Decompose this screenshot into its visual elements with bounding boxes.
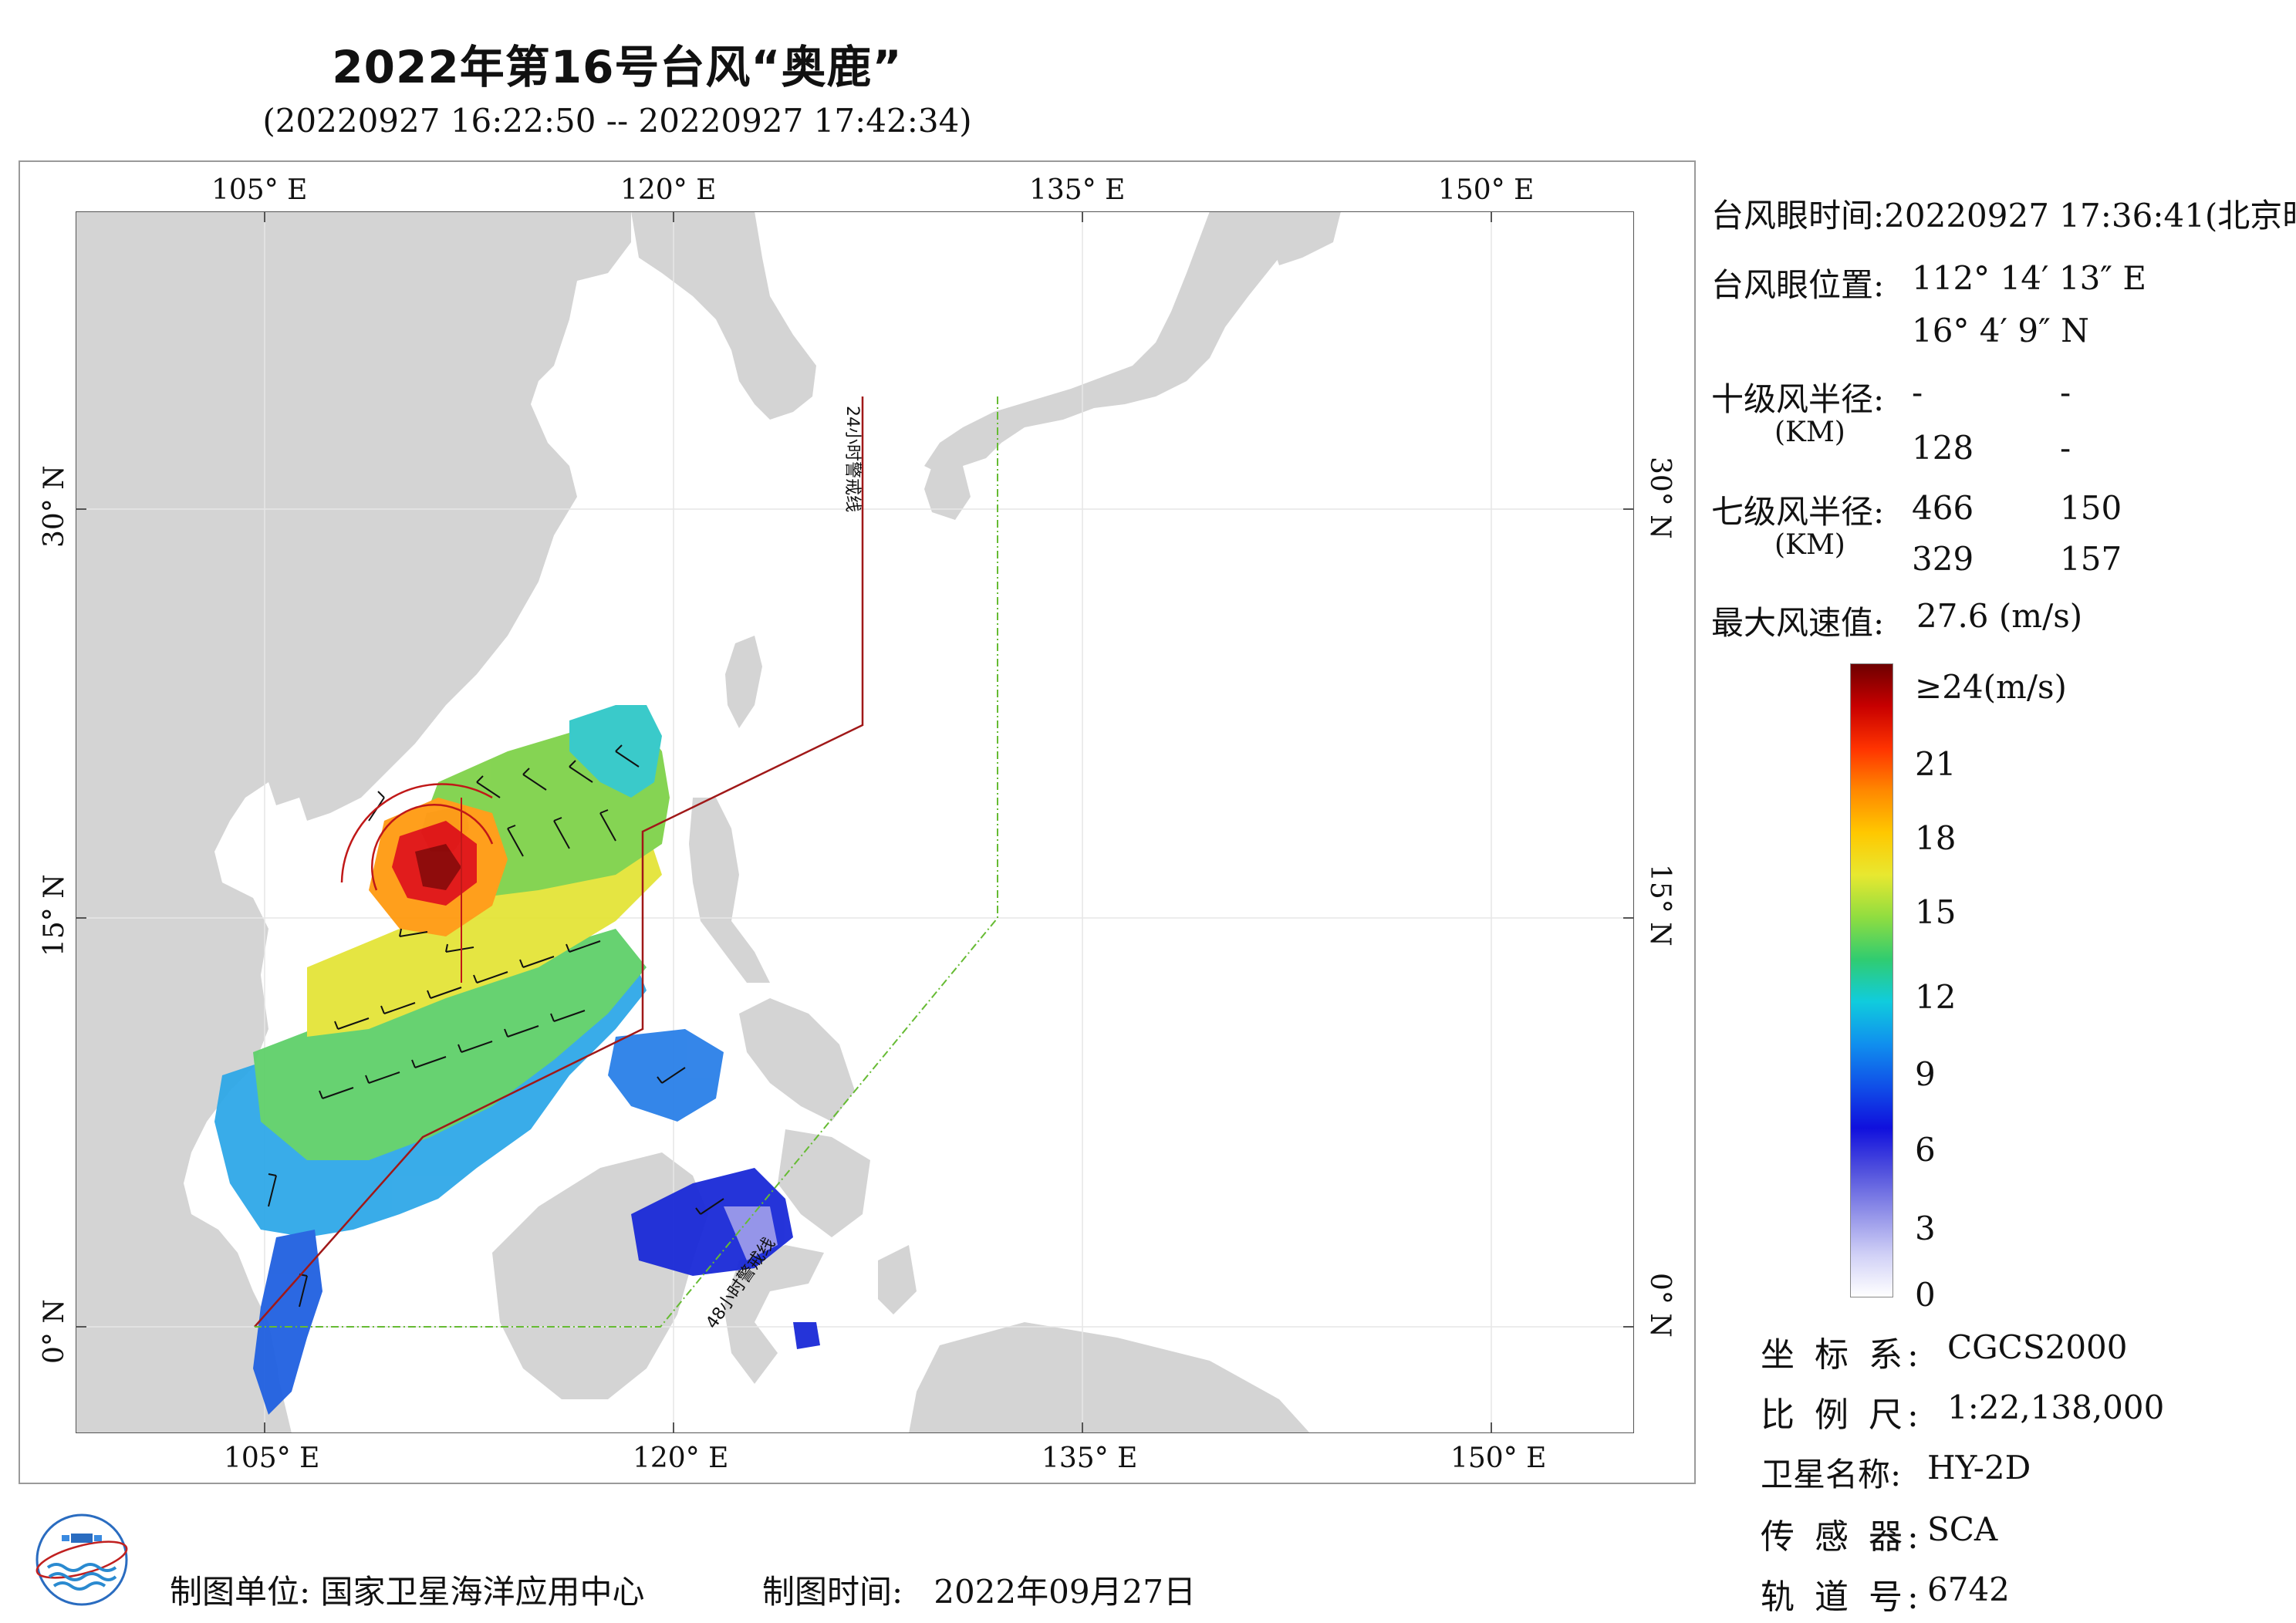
axis-ticks bbox=[76, 211, 1634, 1433]
land-mindanao bbox=[778, 1129, 870, 1237]
land-halmahera bbox=[878, 1245, 917, 1314]
r10-v11: - bbox=[2060, 429, 2071, 467]
swath-south-small-blue bbox=[793, 1322, 820, 1349]
warning-line-48h bbox=[255, 396, 998, 1328]
lon-label-top-105: 105° E bbox=[211, 174, 308, 206]
r7-v00: 466 bbox=[1912, 489, 1974, 527]
footer-unit: 制图单位: 国家卫星海洋应用中心 bbox=[170, 1566, 645, 1613]
eye-lat-value: 16° 4′ 9″ N bbox=[1912, 312, 2089, 349]
lon-label-top-135: 135° E bbox=[1029, 174, 1126, 206]
eye-lon-value: 112° 14′ 13″ E bbox=[1912, 259, 2146, 297]
land-sulawesi bbox=[724, 1245, 824, 1384]
r7-v10: 329 bbox=[1912, 540, 1974, 578]
footer-date: 制图时间: 2022年09月27日 bbox=[762, 1566, 1196, 1613]
r10-km-label: (KM) bbox=[1774, 417, 1845, 448]
max-wind-value: 27.6 (m/s) bbox=[1916, 597, 2083, 635]
footer-date-value: 2022年09月27日 bbox=[934, 1573, 1196, 1611]
warning-line-24h bbox=[254, 396, 864, 1328]
scale-label: 比 例 尺: bbox=[1761, 1395, 1923, 1435]
lat-label-right-15: 15° N bbox=[1644, 864, 1676, 946]
crs-label: 坐 标 系: bbox=[1761, 1335, 1923, 1375]
satellite-value: HY-2D bbox=[1927, 1449, 2031, 1486]
lon-label-top-150: 150° E bbox=[1438, 174, 1535, 206]
r7-v01: 150 bbox=[2060, 489, 2122, 527]
lon-label-bottom-135: 135° E bbox=[1042, 1442, 1138, 1474]
label-24h-line: 24小时警戒线 bbox=[842, 406, 862, 512]
wind-radii bbox=[340, 783, 494, 983]
colorbar-label-0: 0 bbox=[1915, 1276, 1936, 1314]
nsoas-logo-icon bbox=[35, 1513, 128, 1606]
swath-sulu-light bbox=[724, 1206, 778, 1260]
lon-label-bottom-150: 150° E bbox=[1450, 1442, 1547, 1474]
lon-label-bottom-105: 105° E bbox=[224, 1442, 320, 1474]
swath-core-darkred bbox=[415, 844, 461, 890]
orbit-value: 6742 bbox=[1927, 1571, 2010, 1608]
eye-time-row: 台风眼时间:20220927 17:36:41(北京时) bbox=[1711, 190, 2296, 237]
land-asia-mainland bbox=[76, 211, 631, 1433]
eye-pos-label: 台风眼位置: bbox=[1711, 266, 1885, 304]
wind-field-map: 24小时警戒线 48小时警戒线 bbox=[76, 211, 1634, 1433]
land-taiwan bbox=[725, 636, 762, 728]
land-hokkaido bbox=[1264, 211, 1341, 265]
sensor-value: SCA bbox=[1927, 1510, 1998, 1548]
r10-v10: 128 bbox=[1912, 429, 1974, 467]
land-visayas bbox=[739, 998, 855, 1122]
orbit-label: 轨 道 号: bbox=[1761, 1577, 1923, 1617]
land-new-guinea bbox=[909, 1322, 1310, 1433]
r10-v00: - bbox=[1912, 373, 1923, 411]
r7-v11: 157 bbox=[2060, 540, 2122, 578]
colorbar-label-18: 18 bbox=[1915, 819, 1957, 857]
colorbar-label-9: 9 bbox=[1915, 1055, 1936, 1093]
max-wind-label: 最大风速值: bbox=[1711, 604, 1885, 642]
lat-label-left-15: 15° N bbox=[39, 874, 70, 957]
r10-label: 十级风半径: bbox=[1711, 380, 1885, 418]
sensor-label: 传 感 器: bbox=[1761, 1517, 1923, 1557]
lat-label-right-30: 30° N bbox=[1644, 457, 1676, 539]
colorbar bbox=[1850, 663, 1893, 1297]
lon-label-top-120: 120° E bbox=[620, 174, 717, 206]
land-kyushu bbox=[924, 466, 971, 520]
land-japan bbox=[924, 211, 1279, 474]
colorbar-label-12: 12 bbox=[1915, 978, 1957, 1016]
lat-label-left-0: 0° N bbox=[39, 1299, 70, 1364]
colorbar-label-6: 6 bbox=[1915, 1131, 1936, 1169]
swath-east-blue bbox=[608, 1029, 724, 1122]
eye-time-value: 20220927 17:36:41(北京时) bbox=[1884, 197, 2296, 235]
land-korea bbox=[631, 211, 816, 420]
lon-label-bottom-120: 120° E bbox=[633, 1442, 729, 1474]
swath-main-green bbox=[253, 929, 647, 1160]
colorbar-label-21: 21 bbox=[1915, 745, 1957, 783]
land-sumatra bbox=[137, 1199, 292, 1433]
scale-value: 1:22,138,000 bbox=[1947, 1388, 2165, 1426]
lat-label-left-30: 30° N bbox=[39, 465, 70, 548]
map-subtitle: (20220927 16:22:50 -- 20220927 17:42:34) bbox=[262, 102, 972, 140]
footer-unit-value: 国家卫星海洋应用中心 bbox=[320, 1573, 645, 1611]
r7-km-label: (KM) bbox=[1774, 529, 1845, 561]
colorbar-label-15: 15 bbox=[1915, 893, 1957, 931]
crs-value: CGCS2000 bbox=[1947, 1328, 2128, 1366]
satellite-label: 卫星名称: bbox=[1761, 1456, 1902, 1493]
wind-barbs bbox=[268, 744, 724, 1308]
colorbar-label-3: 3 bbox=[1915, 1210, 1936, 1247]
r10-v01: - bbox=[2060, 373, 2071, 411]
footer-unit-label: 制图单位: bbox=[170, 1573, 311, 1611]
eye-time-label: 台风眼时间: bbox=[1711, 197, 1885, 235]
lat-label-right-0: 0° N bbox=[1644, 1273, 1676, 1338]
footer-date-label: 制图时间: bbox=[762, 1573, 903, 1611]
map-title: 2022年第16号台风“奥鹿” bbox=[332, 41, 903, 93]
r7-label: 七级风半径: bbox=[1711, 493, 1885, 531]
colorbar-label-24: ≥24(m/s) bbox=[1915, 668, 2067, 706]
land-luzon bbox=[689, 798, 770, 983]
